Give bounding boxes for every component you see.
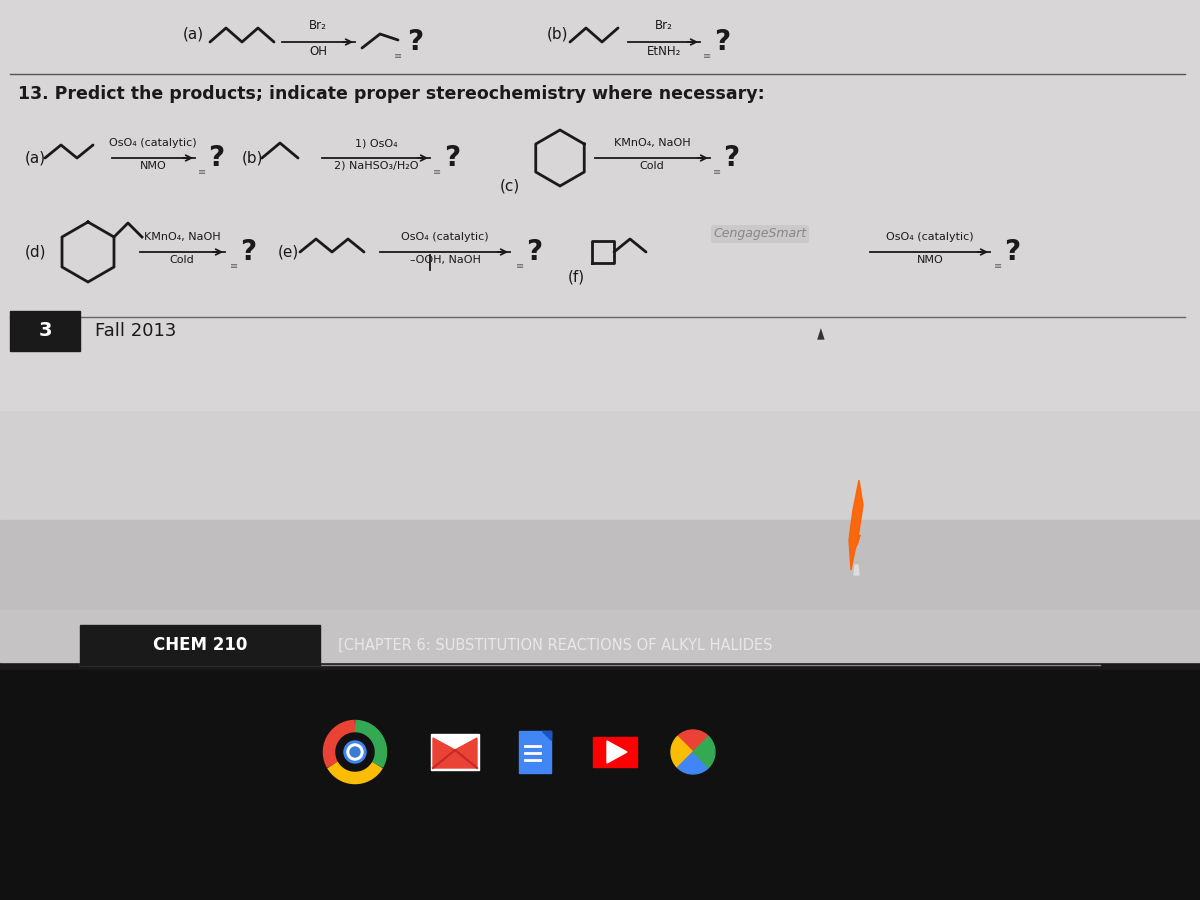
Text: (e): (e) xyxy=(278,245,299,259)
Text: OH: OH xyxy=(310,45,326,58)
Bar xyxy=(0,520,1200,662)
Text: Br₂: Br₂ xyxy=(310,19,326,32)
Polygon shape xyxy=(678,730,708,752)
Text: ?: ? xyxy=(722,144,739,172)
Text: ?: ? xyxy=(208,144,224,172)
Bar xyxy=(0,0,1200,520)
Bar xyxy=(0,610,1200,662)
Text: ◄: ◄ xyxy=(812,327,828,339)
Polygon shape xyxy=(607,741,628,763)
Text: NMO: NMO xyxy=(139,161,167,171)
Text: OsO₄ (catalytic): OsO₄ (catalytic) xyxy=(401,232,488,242)
Text: (f): (f) xyxy=(568,269,586,284)
Text: ≡: ≡ xyxy=(394,51,402,61)
Circle shape xyxy=(347,744,364,760)
Text: ≡: ≡ xyxy=(994,261,1002,271)
Text: ?: ? xyxy=(526,238,542,266)
Text: ?: ? xyxy=(714,28,730,56)
Text: CengageSmart: CengageSmart xyxy=(714,228,806,240)
Text: Cold: Cold xyxy=(169,255,194,265)
Text: OsO₄ (catalytic): OsO₄ (catalytic) xyxy=(109,138,197,148)
Text: (a): (a) xyxy=(182,26,204,41)
Bar xyxy=(0,0,1200,410)
Text: ?: ? xyxy=(444,144,460,172)
Polygon shape xyxy=(542,731,551,740)
Text: (d): (d) xyxy=(25,245,47,259)
Text: 13. Predict the products; indicate proper stereochemistry where necessary:: 13. Predict the products; indicate prope… xyxy=(18,85,764,103)
Polygon shape xyxy=(678,752,708,774)
Polygon shape xyxy=(694,736,715,768)
Text: ?: ? xyxy=(1004,238,1020,266)
Text: (b): (b) xyxy=(242,150,264,166)
Text: ≡: ≡ xyxy=(230,261,238,271)
Bar xyxy=(0,662,1200,900)
Text: (a): (a) xyxy=(25,150,46,166)
Text: Br₂: Br₂ xyxy=(655,19,673,32)
Text: 3: 3 xyxy=(38,321,52,340)
Text: Fall 2013: Fall 2013 xyxy=(95,322,176,340)
Text: NMO: NMO xyxy=(917,255,943,265)
Bar xyxy=(431,734,479,770)
Bar xyxy=(520,731,551,773)
Text: –OOH, NaOH: –OOH, NaOH xyxy=(409,255,480,265)
Bar xyxy=(0,670,1200,900)
Text: ≡: ≡ xyxy=(433,167,442,177)
Text: (b): (b) xyxy=(547,26,569,41)
Text: OsO₄ (catalytic): OsO₄ (catalytic) xyxy=(886,232,974,242)
Text: Cold: Cold xyxy=(640,161,665,171)
Text: ≡: ≡ xyxy=(516,261,524,271)
Text: KMnO₄, NaOH: KMnO₄, NaOH xyxy=(144,232,221,242)
Text: EtNH₂: EtNH₂ xyxy=(647,45,682,58)
Text: ≡: ≡ xyxy=(198,167,206,177)
Polygon shape xyxy=(850,480,863,570)
Polygon shape xyxy=(671,736,694,768)
Circle shape xyxy=(344,741,366,763)
Text: ≡: ≡ xyxy=(703,51,712,61)
Text: ≡: ≡ xyxy=(713,167,721,177)
Circle shape xyxy=(350,747,360,757)
Text: [CHAPTER 6: SUBSTITUTION REACTIONS OF ALKYL HALIDES: [CHAPTER 6: SUBSTITUTION REACTIONS OF AL… xyxy=(338,637,773,652)
Text: ?: ? xyxy=(407,28,424,56)
Bar xyxy=(10,311,80,351)
Bar xyxy=(80,625,320,665)
Polygon shape xyxy=(433,738,478,768)
Text: 1) OsO₄: 1) OsO₄ xyxy=(355,138,397,148)
Text: (c): (c) xyxy=(500,178,521,194)
Text: 2) NaHSO₃/H₂O: 2) NaHSO₃/H₂O xyxy=(334,161,419,171)
Text: KMnO₄, NaOH: KMnO₄, NaOH xyxy=(613,138,690,148)
Bar xyxy=(593,737,637,767)
Text: CHEM 210: CHEM 210 xyxy=(152,636,247,654)
Text: ?: ? xyxy=(240,238,256,266)
Polygon shape xyxy=(854,565,859,575)
